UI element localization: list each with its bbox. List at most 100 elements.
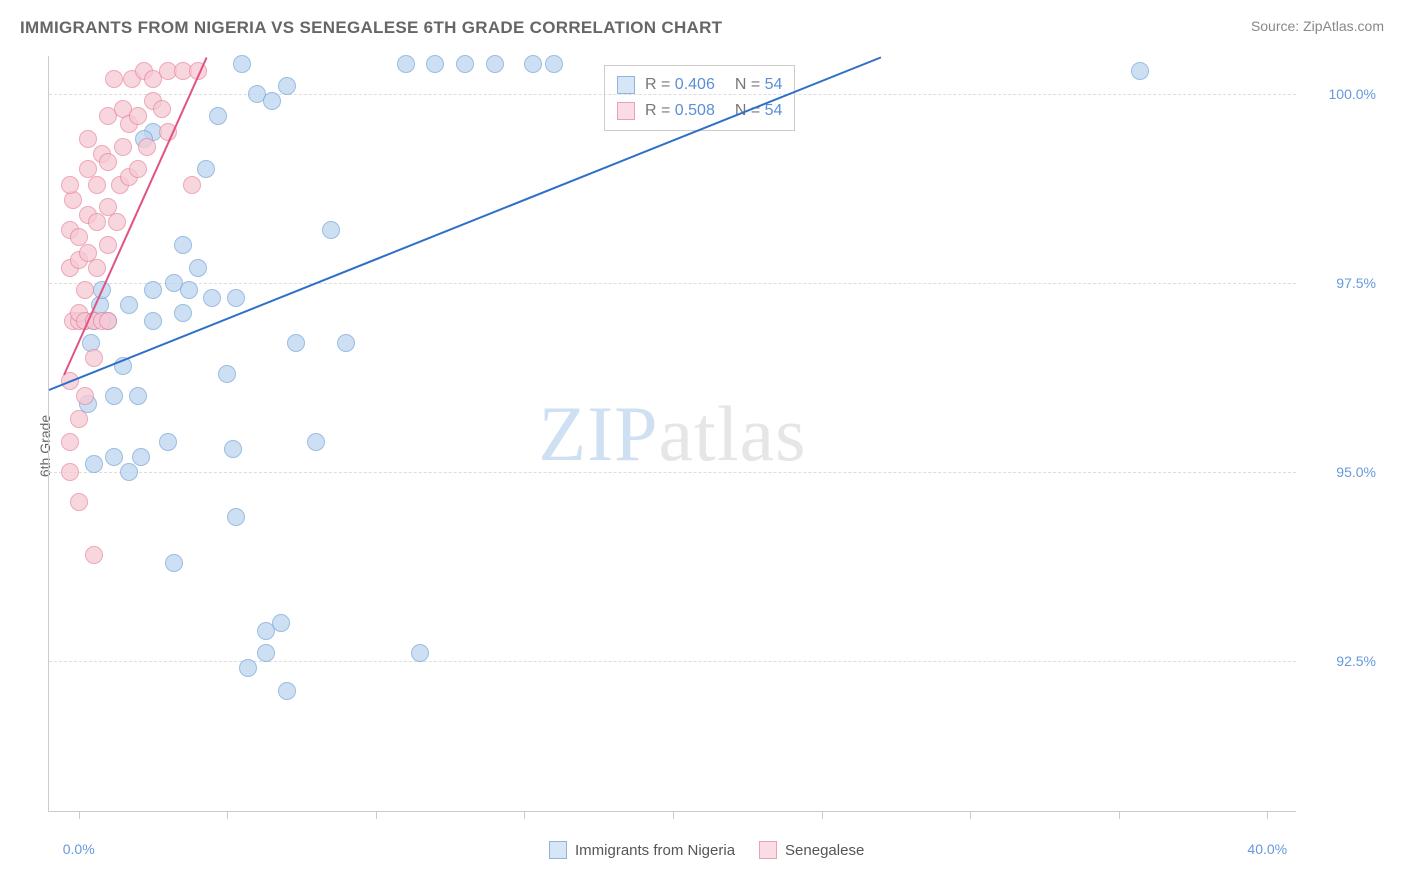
- series-legend: Immigrants from Nigeria Senegalese: [549, 841, 864, 859]
- scatter-point: [239, 659, 257, 677]
- scatter-point: [287, 334, 305, 352]
- scatter-point: [70, 410, 88, 428]
- scatter-point: [85, 546, 103, 564]
- scatter-point: [144, 312, 162, 330]
- scatter-point: [159, 433, 177, 451]
- scatter-point: [105, 70, 123, 88]
- scatter-point: [99, 236, 117, 254]
- scatter-point: [278, 682, 296, 700]
- trend-line: [49, 56, 882, 390]
- scatter-point: [174, 304, 192, 322]
- scatter-point: [108, 213, 126, 231]
- scatter-point: [227, 508, 245, 526]
- series-legend-label: Immigrants from Nigeria: [575, 842, 735, 859]
- scatter-point: [144, 281, 162, 299]
- x-tick: [822, 811, 823, 819]
- series-legend-item: Senegalese: [759, 841, 864, 859]
- scatter-point: [545, 55, 563, 73]
- scatter-point: [99, 153, 117, 171]
- scatter-point: [120, 463, 138, 481]
- y-tick-label: 97.5%: [1336, 275, 1376, 291]
- scatter-point: [114, 138, 132, 156]
- gridline: [49, 94, 1296, 95]
- x-tick: [376, 811, 377, 819]
- scatter-point: [165, 554, 183, 572]
- correlation-r: R = 0.406: [645, 76, 715, 94]
- scatter-plot-area: ZIPatlas R = 0.406N = 54R = 0.508N = 54 …: [48, 56, 1296, 812]
- scatter-point: [61, 463, 79, 481]
- scatter-point: [307, 433, 325, 451]
- watermark-atlas: atlas: [659, 390, 807, 477]
- scatter-point: [456, 55, 474, 73]
- scatter-point: [322, 221, 340, 239]
- scatter-point: [218, 365, 236, 383]
- scatter-point: [411, 644, 429, 662]
- correlation-legend-row: R = 0.508N = 54: [617, 98, 782, 124]
- x-tick: [227, 811, 228, 819]
- scatter-point: [209, 107, 227, 125]
- correlation-r: R = 0.508: [645, 102, 715, 120]
- scatter-point: [257, 644, 275, 662]
- scatter-point: [337, 334, 355, 352]
- scatter-point: [132, 448, 150, 466]
- scatter-point: [233, 55, 251, 73]
- scatter-point: [85, 349, 103, 367]
- scatter-point: [138, 138, 156, 156]
- scatter-point: [99, 312, 117, 330]
- scatter-point: [227, 289, 245, 307]
- scatter-point: [183, 176, 201, 194]
- x-tick: [1267, 811, 1268, 819]
- scatter-point: [189, 259, 207, 277]
- gridline: [49, 472, 1296, 473]
- scatter-point: [105, 448, 123, 466]
- x-tick-label: 0.0%: [63, 841, 95, 857]
- y-tick-label: 92.5%: [1336, 653, 1376, 669]
- watermark-zip: ZIP: [539, 390, 659, 477]
- scatter-point: [397, 55, 415, 73]
- scatter-point: [76, 387, 94, 405]
- scatter-point: [174, 236, 192, 254]
- correlation-n: N = 54: [735, 76, 783, 94]
- scatter-point: [486, 55, 504, 73]
- x-tick: [1119, 811, 1120, 819]
- scatter-point: [70, 493, 88, 511]
- series-legend-item: Immigrants from Nigeria: [549, 841, 735, 859]
- y-tick-label: 100.0%: [1329, 86, 1376, 102]
- x-tick: [970, 811, 971, 819]
- scatter-point: [197, 160, 215, 178]
- scatter-point: [524, 55, 542, 73]
- x-tick: [673, 811, 674, 819]
- scatter-point: [203, 289, 221, 307]
- scatter-point: [120, 296, 138, 314]
- x-tick: [524, 811, 525, 819]
- scatter-point: [272, 614, 290, 632]
- scatter-point: [263, 92, 281, 110]
- scatter-point: [79, 130, 97, 148]
- legend-swatch: [617, 102, 635, 120]
- scatter-point: [88, 259, 106, 277]
- source-attribution: Source: ZipAtlas.com: [1251, 18, 1384, 34]
- legend-swatch: [759, 841, 777, 859]
- scatter-point: [85, 455, 103, 473]
- scatter-point: [1131, 62, 1149, 80]
- series-legend-label: Senegalese: [785, 842, 864, 859]
- gridline: [49, 661, 1296, 662]
- correlation-legend: R = 0.406 N = 54 R = 0.508N = 54: [604, 65, 795, 131]
- scatter-point: [224, 440, 242, 458]
- scatter-point: [76, 281, 94, 299]
- scatter-point: [105, 387, 123, 405]
- scatter-point: [129, 160, 147, 178]
- scatter-point: [88, 176, 106, 194]
- scatter-point: [426, 55, 444, 73]
- scatter-point: [129, 387, 147, 405]
- scatter-point: [61, 433, 79, 451]
- scatter-point: [64, 191, 82, 209]
- scatter-point: [88, 213, 106, 231]
- scatter-point: [278, 77, 296, 95]
- scatter-point: [129, 107, 147, 125]
- x-tick: [79, 811, 80, 819]
- legend-swatch: [617, 76, 635, 94]
- x-tick-label: 40.0%: [1247, 841, 1287, 857]
- scatter-point: [61, 176, 79, 194]
- watermark: ZIPatlas: [539, 389, 807, 479]
